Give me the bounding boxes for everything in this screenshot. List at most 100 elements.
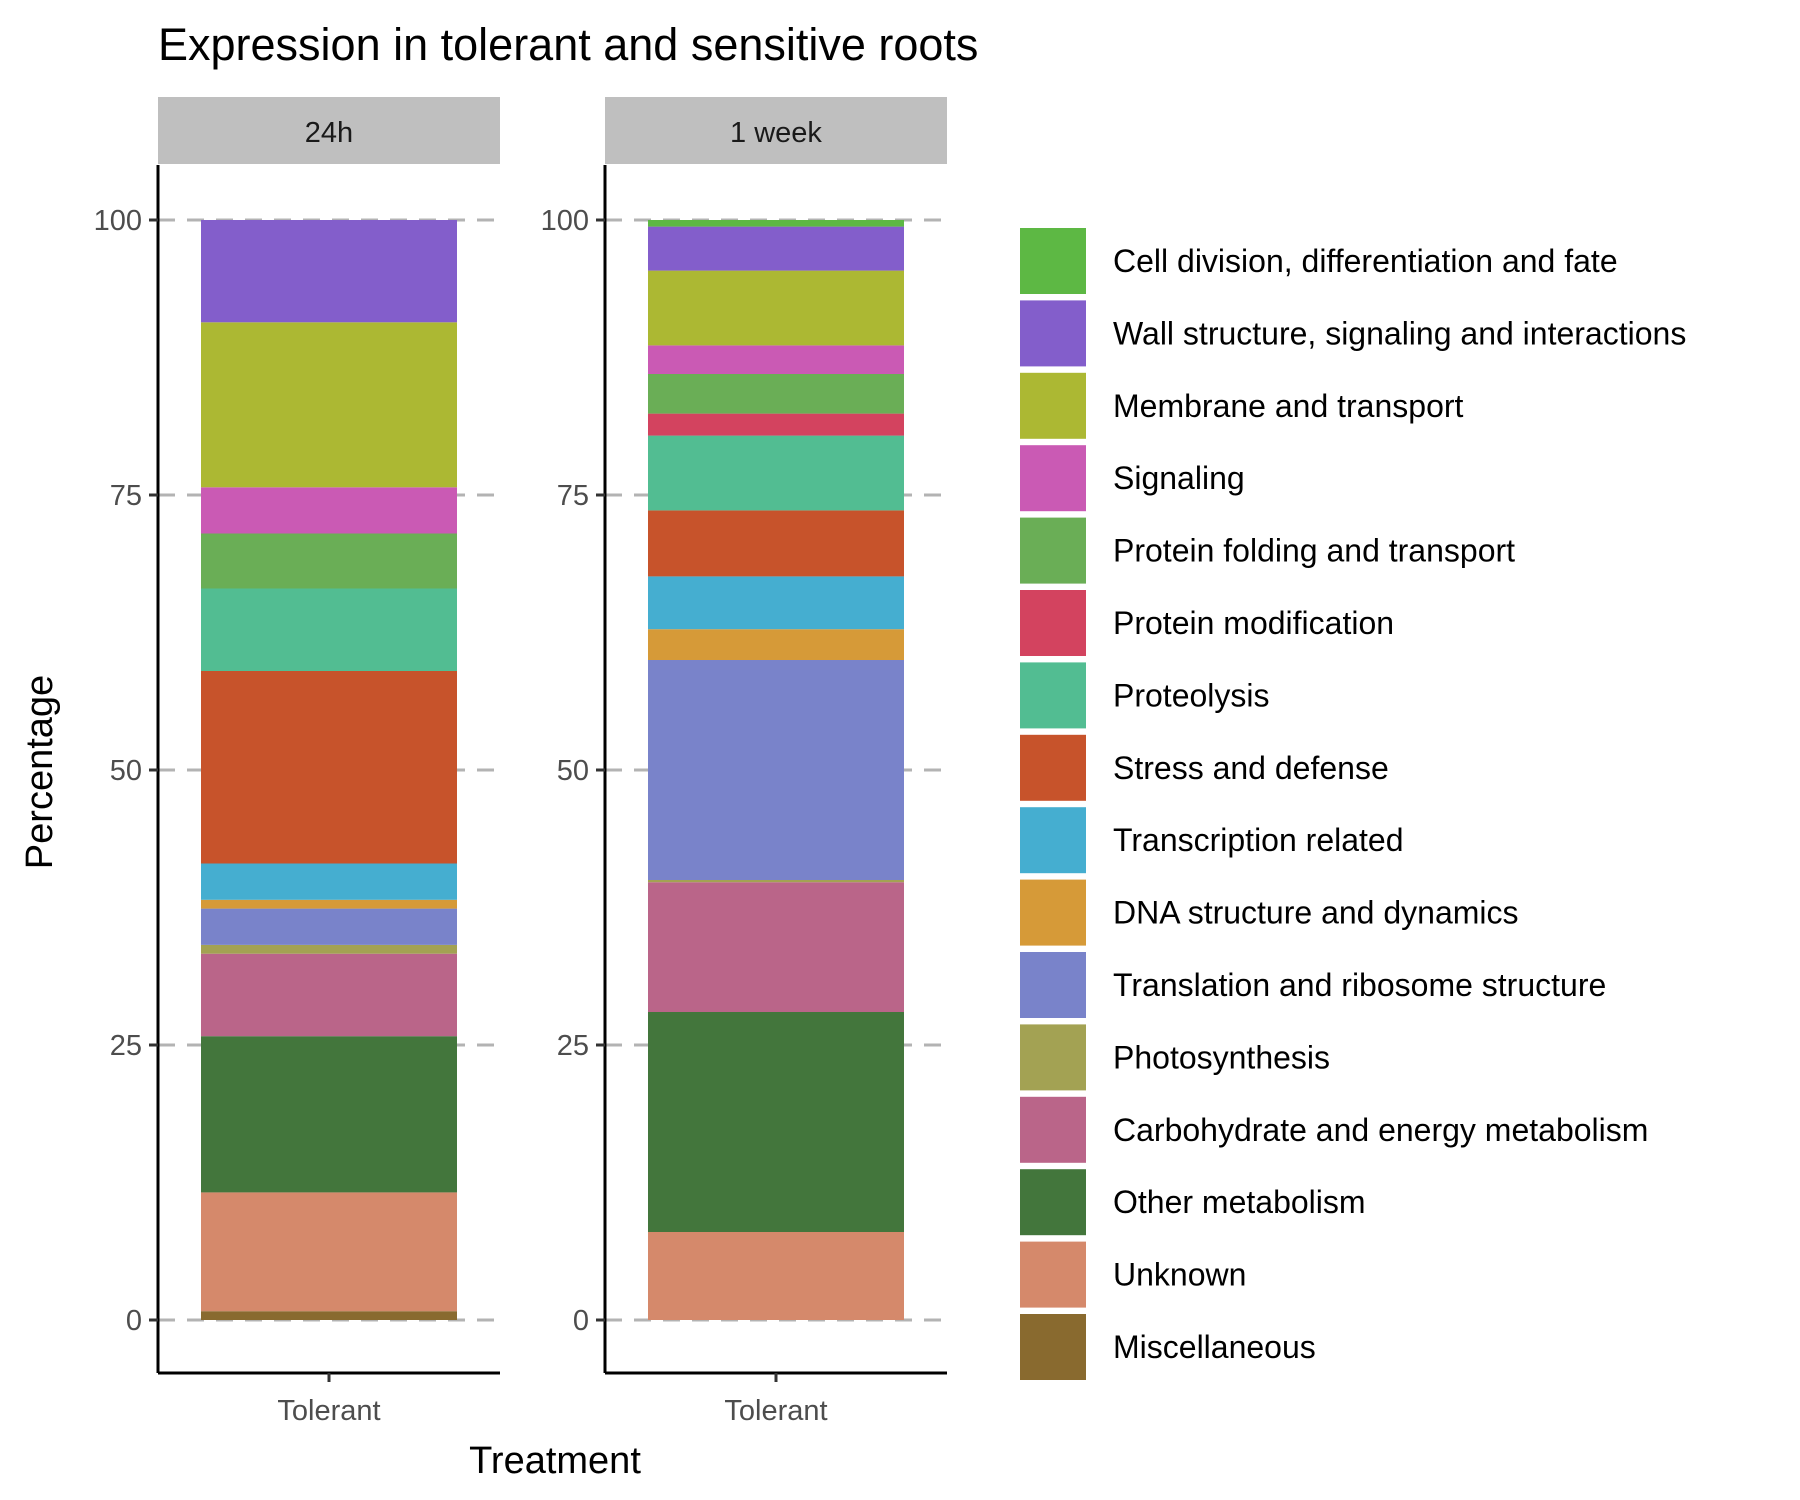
legend-label: Stress and defense <box>1113 750 1389 786</box>
legend-item: Transcription related <box>1020 807 1404 874</box>
legend-label: Photosynthesis <box>1113 1039 1330 1075</box>
bar-segment-translation-and-ribosome-structure <box>201 908 457 945</box>
x-tick-label: Tolerant <box>724 1395 827 1427</box>
legend-label: Signaling <box>1113 460 1245 496</box>
facet-strip <box>158 97 500 164</box>
bar-segment-miscellaneous <box>201 1311 457 1320</box>
legend-key <box>1020 1241 1086 1308</box>
legend-key <box>1020 734 1086 801</box>
legend-label: Proteolysis <box>1113 677 1270 713</box>
legend-item: Other metabolism <box>1020 1169 1366 1236</box>
y-tick-label: 75 <box>110 480 142 512</box>
legend-label: Translation and ribosome structure <box>1113 967 1606 1003</box>
legend-key <box>1020 445 1086 512</box>
legend-label: Protein modification <box>1113 605 1394 641</box>
bar-segment-protein-folding-and-transport <box>201 533 457 589</box>
bar-segment-signaling <box>201 487 457 534</box>
bar-segment-dna-structure-and-dynamics <box>648 629 904 660</box>
legend-item: Cell division, differentiation and fate <box>1020 228 1618 294</box>
bar-segment-proteolysis <box>648 435 904 511</box>
legend-key <box>1020 807 1086 874</box>
legend-item: Photosynthesis <box>1020 1024 1330 1091</box>
bar-segment-stress-and-defense <box>201 671 457 864</box>
legend-key <box>1020 372 1086 439</box>
panel-1-week: 1 week 0 25 50 75 100 Tolerant <box>541 97 947 1427</box>
bar-segment-unknown <box>201 1192 457 1312</box>
legend-item: Protein folding and transport <box>1020 517 1515 584</box>
y-axis-title: Percentage <box>19 675 61 869</box>
legend-label: Carbohydrate and energy metabolism <box>1113 1112 1648 1148</box>
legend-label: Protein folding and transport <box>1113 533 1515 569</box>
legend-item: Stress and defense <box>1020 734 1389 801</box>
facet-strip <box>605 97 947 164</box>
bar-segment-membrane-and-transport <box>201 322 457 488</box>
legend-key <box>1020 1314 1086 1380</box>
y-tick-label: 50 <box>110 755 142 787</box>
legend-item: DNA structure and dynamics <box>1020 879 1519 946</box>
legend-key <box>1020 1096 1086 1163</box>
legend: Cell division, differentiation and fate W… <box>1020 228 1686 1380</box>
y-tick-label: 25 <box>557 1030 589 1062</box>
legend-item: Unknown <box>1020 1241 1246 1308</box>
bar-segment-photosynthesis <box>648 880 904 883</box>
bar-segment-stress-and-defense <box>648 510 904 577</box>
legend-label: Cell division, differentiation and fate <box>1113 243 1618 279</box>
legend-item: Miscellaneous <box>1020 1314 1316 1380</box>
y-tick-label: 75 <box>557 480 589 512</box>
y-tick-label: 100 <box>94 205 142 237</box>
panels: 24h 0 25 50 75 100 Tolerant 1 week 0 25 50 75 100 Tol… <box>94 97 947 1427</box>
bar-segment-unknown <box>648 1232 904 1320</box>
bar-segment-protein-modification <box>648 413 904 436</box>
bar-segment-wall-structure-signaling-and-interactions <box>201 220 457 323</box>
legend-key <box>1020 590 1086 656</box>
bar-segment-other-metabolism <box>648 1012 904 1232</box>
legend-key <box>1020 1024 1086 1091</box>
legend-label: Transcription related <box>1113 822 1404 858</box>
legend-item: Carbohydrate and energy metabolism <box>1020 1096 1648 1163</box>
x-tick-label: Tolerant <box>277 1395 380 1427</box>
bar-segment-translation-and-ribosome-structure <box>648 660 904 880</box>
legend-key <box>1020 952 1086 1018</box>
bar-segment-carbohydrate-and-energy-metabolism <box>648 882 904 1012</box>
facet-strip-label: 1 week <box>730 117 822 149</box>
y-tick-label: 0 <box>126 1305 142 1337</box>
bar-segment-protein-folding-and-transport <box>648 374 904 414</box>
legend-label: Membrane and transport <box>1113 388 1464 424</box>
legend-item: Translation and ribosome structure <box>1020 952 1606 1018</box>
legend-item: Proteolysis <box>1020 662 1270 729</box>
bar-segment-dna-structure-and-dynamics <box>201 899 457 909</box>
legend-item: Membrane and transport <box>1020 372 1464 439</box>
bar-segment-cell-division-differentiation-and-fate <box>648 220 904 227</box>
chart-title: Expression in tolerant and sensitive roo… <box>158 19 978 70</box>
legend-key <box>1020 1169 1086 1236</box>
legend-item: Signaling <box>1020 445 1245 512</box>
legend-label: Unknown <box>1113 1257 1246 1293</box>
y-tick-label: 100 <box>541 205 589 237</box>
legend-key <box>1020 517 1086 584</box>
legend-key <box>1020 228 1086 294</box>
legend-label: DNA structure and dynamics <box>1113 895 1519 931</box>
legend-item: Protein modification <box>1020 590 1394 656</box>
bar-segment-wall-structure-signaling-and-interactions <box>648 226 904 271</box>
x-axis-title: Treatment <box>469 1440 641 1482</box>
legend-key <box>1020 300 1086 367</box>
bar-segment-signaling <box>648 345 904 374</box>
legend-item: Wall structure, signaling and interactio… <box>1020 300 1686 367</box>
legend-key <box>1020 879 1086 946</box>
bar-segment-photosynthesis <box>201 944 457 954</box>
y-tick-label: 50 <box>557 755 589 787</box>
legend-label: Wall structure, signaling and interactio… <box>1113 315 1686 351</box>
legend-label: Other metabolism <box>1113 1184 1366 1220</box>
bar-segment-carbohydrate-and-energy-metabolism <box>201 953 457 1037</box>
bar-segment-transcription-related <box>648 576 904 630</box>
bar-segment-membrane-and-transport <box>648 270 904 346</box>
legend-key <box>1020 662 1086 729</box>
panel-24h: 24h 0 25 50 75 100 Tolerant <box>94 97 500 1427</box>
bar-segment-transcription-related <box>201 863 457 900</box>
bar-segment-proteolysis <box>201 588 457 671</box>
y-tick-label: 0 <box>573 1305 589 1337</box>
legend-label: Miscellaneous <box>1113 1329 1316 1365</box>
bar-segment-other-metabolism <box>201 1036 457 1193</box>
facet-strip-label: 24h <box>305 117 353 149</box>
